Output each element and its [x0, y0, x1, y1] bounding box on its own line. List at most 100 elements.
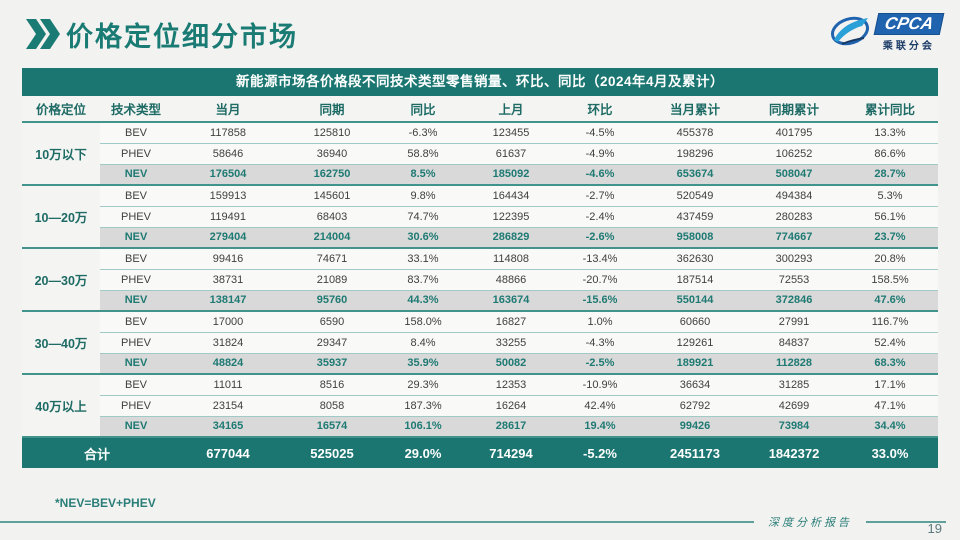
- value-cell: 30.6%: [380, 227, 466, 249]
- value-cell: 29.3%: [380, 374, 466, 396]
- value-cell: 159913: [172, 185, 284, 207]
- value-cell: 300293: [746, 248, 842, 270]
- tech-type-cell: PHEV: [100, 395, 172, 417]
- footnote: *NEV=BEV+PHEV: [55, 496, 156, 510]
- total-value-cell: 677044: [172, 437, 284, 468]
- table-row: 10万以下 BEV 117858 125810 -6.3% 123455 -4.5% 4553…: [22, 122, 938, 186]
- value-cell: -2.6%: [556, 227, 644, 249]
- value-cell: 35937: [284, 353, 380, 375]
- table-row: 40万以上 BEV 11011 8516 29.3% 12353 -10.9% 36634 31…: [22, 374, 938, 438]
- value-cell: 550144: [644, 290, 746, 312]
- value-cell: 122395: [466, 206, 556, 228]
- value-cell: 653674: [644, 164, 746, 186]
- value-cell: 17000: [172, 311, 284, 333]
- value-cell: 31824: [172, 332, 284, 354]
- column-header: 环比: [556, 96, 644, 123]
- total-value-cell: 2451173: [644, 437, 746, 468]
- price-band-cell: 10—20万: [22, 185, 100, 249]
- tech-type-cell: PHEV: [100, 206, 172, 228]
- value-cell: 36634: [644, 374, 746, 396]
- value-cell: 198296: [644, 143, 746, 165]
- logo-acronym: CPCA: [873, 13, 945, 35]
- page-number: 19: [927, 521, 942, 536]
- footer-label: 深度分析报告: [768, 516, 852, 529]
- tech-type-cell: NEV: [100, 227, 172, 249]
- value-cell: 33255: [466, 332, 556, 354]
- value-cell: 1.0%: [556, 311, 644, 333]
- total-value-cell: 525025: [284, 437, 380, 468]
- tech-type-cell: PHEV: [100, 332, 172, 354]
- tech-type-cell: BEV: [100, 122, 172, 144]
- value-cell: 68.3%: [842, 353, 938, 375]
- price-band-cell: 30—40万: [22, 311, 100, 375]
- value-cell: 35.9%: [380, 353, 466, 375]
- page-title: 价格定位细分市场: [66, 22, 298, 52]
- value-cell: 12353: [466, 374, 556, 396]
- value-cell: 114808: [466, 248, 556, 270]
- value-cell: 99426: [644, 416, 746, 438]
- total-value-cell: 33.0%: [842, 437, 938, 468]
- table-row: PHEV 38731 21089 83.7% 48866 -20.7% 187514 7255…: [22, 269, 938, 291]
- value-cell: 117858: [172, 122, 284, 144]
- value-cell: 58646: [172, 143, 284, 165]
- cpca-swoosh-icon: [830, 16, 869, 45]
- value-cell: -15.6%: [556, 290, 644, 312]
- footer-line-short: [866, 521, 946, 523]
- value-cell: 119491: [172, 206, 284, 228]
- value-cell: -2.4%: [556, 206, 644, 228]
- column-header: 当月: [172, 96, 284, 123]
- value-cell: 17.1%: [842, 374, 938, 396]
- footer-line: [0, 521, 754, 523]
- tech-type-cell: NEV: [100, 416, 172, 438]
- table-row: NEV 34165 16574 106.1% 28617 19.4% 99426 73984 3…: [22, 416, 938, 438]
- value-cell: -6.3%: [380, 122, 466, 144]
- value-cell: 68403: [284, 206, 380, 228]
- tech-type-cell: BEV: [100, 374, 172, 396]
- value-cell: 508047: [746, 164, 842, 186]
- value-cell: 50082: [466, 353, 556, 375]
- value-cell: -4.6%: [556, 164, 644, 186]
- value-cell: 125810: [284, 122, 380, 144]
- value-cell: 164434: [466, 185, 556, 207]
- value-cell: 44.3%: [380, 290, 466, 312]
- data-table-container: 新能源市场各价格段不同技术类型零售销量、环比、同比（2024年4月及累计） 价格…: [22, 68, 938, 468]
- value-cell: 28.7%: [842, 164, 938, 186]
- tech-type-cell: NEV: [100, 353, 172, 375]
- total-value-cell: 29.0%: [380, 437, 466, 468]
- value-cell: -4.3%: [556, 332, 644, 354]
- value-cell: 958008: [644, 227, 746, 249]
- value-cell: 6590: [284, 311, 380, 333]
- value-cell: 11011: [172, 374, 284, 396]
- value-cell: -4.5%: [556, 122, 644, 144]
- value-cell: -2.5%: [556, 353, 644, 375]
- total-label-cell: 合计: [22, 437, 172, 468]
- value-cell: 106252: [746, 143, 842, 165]
- value-cell: 158.5%: [842, 269, 938, 291]
- value-cell: -4.9%: [556, 143, 644, 165]
- value-cell: 48866: [466, 269, 556, 291]
- value-cell: 145601: [284, 185, 380, 207]
- table-row: NEV 48824 35937 35.9% 50082 -2.5% 189921 112828…: [22, 353, 938, 375]
- value-cell: 5.3%: [842, 185, 938, 207]
- value-cell: 36940: [284, 143, 380, 165]
- value-cell: 21089: [284, 269, 380, 291]
- tech-type-cell: BEV: [100, 248, 172, 270]
- table-row: NEV 176504 162750 8.5% 185092 -4.6% 653674 5080…: [22, 164, 938, 186]
- table-title-banner: 新能源市场各价格段不同技术类型零售销量、环比、同比（2024年4月及累计）: [22, 68, 938, 96]
- value-cell: 401795: [746, 122, 842, 144]
- value-cell: 372846: [746, 290, 842, 312]
- value-cell: 52.4%: [842, 332, 938, 354]
- table-row: 20—30万 BEV 99416 74671 33.1% 114808 -13.4% 3626…: [22, 248, 938, 312]
- tech-type-cell: NEV: [100, 290, 172, 312]
- value-cell: 27991: [746, 311, 842, 333]
- value-cell: 20.8%: [842, 248, 938, 270]
- value-cell: 185092: [466, 164, 556, 186]
- table-row: 30—40万 BEV 17000 6590 158.0% 16827 1.0% 60660 27…: [22, 311, 938, 375]
- value-cell: 19.4%: [556, 416, 644, 438]
- value-cell: 455378: [644, 122, 746, 144]
- logo-subtitle: 乘联分会: [882, 41, 935, 52]
- value-cell: 189921: [644, 353, 746, 375]
- total-row: 合计 677044 525025 29.0% 714294 -5.2% 2451173 184…: [22, 437, 938, 468]
- value-cell: 106.1%: [380, 416, 466, 438]
